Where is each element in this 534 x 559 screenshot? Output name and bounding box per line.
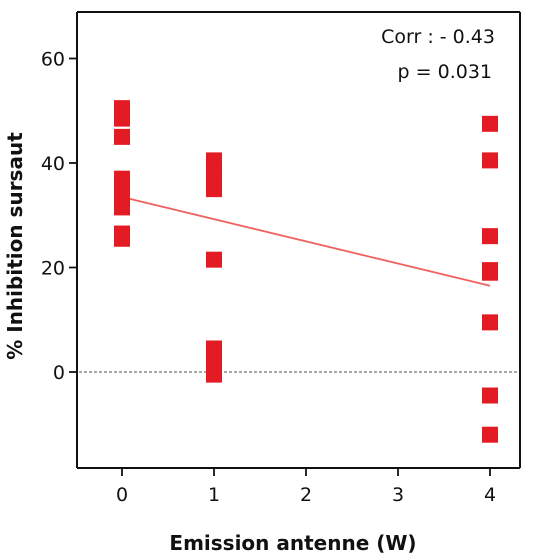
data-point [206, 340, 222, 357]
y-tick-label: 0 [53, 362, 65, 384]
data-point [482, 115, 498, 132]
data-point [482, 152, 498, 169]
data-point [206, 168, 222, 185]
data-point [114, 128, 130, 145]
x-tick-label: 3 [392, 484, 404, 506]
plot-area [79, 100, 518, 443]
data-point [206, 152, 222, 169]
data-point [114, 230, 130, 247]
y-tick-label: 40 [41, 153, 65, 175]
x-tick-label: 1 [208, 484, 220, 506]
data-point [482, 426, 498, 443]
x-tick-label: 2 [300, 484, 312, 506]
correlation-annotation: Corr : - 0.43 [381, 26, 495, 48]
data-point [206, 181, 222, 198]
axis-group [69, 11, 521, 476]
p-value-annotation: p = 0.031 [398, 61, 492, 83]
data-point [482, 314, 498, 331]
data-point [114, 110, 130, 127]
data-point [206, 251, 222, 268]
data-point [482, 387, 498, 404]
x-tick-label: 0 [116, 484, 128, 506]
trend-line [121, 196, 491, 287]
y-axis-title: % Inhibition sursaut [3, 132, 27, 360]
x-axis-title: Emission antenne (W) [169, 531, 416, 555]
data-point [206, 353, 222, 370]
y-tick-label: 20 [41, 258, 65, 280]
text-group: 0 20 40 60 0 1 2 3 4 Corr : - 0.43 p = 0.031 Emissi… [3, 26, 496, 555]
data-point [482, 264, 498, 281]
data-point [482, 228, 498, 245]
y-tick-label: 60 [41, 49, 65, 71]
data-point [114, 199, 130, 216]
data-point [206, 366, 222, 383]
x-tick-label: 4 [484, 484, 496, 506]
